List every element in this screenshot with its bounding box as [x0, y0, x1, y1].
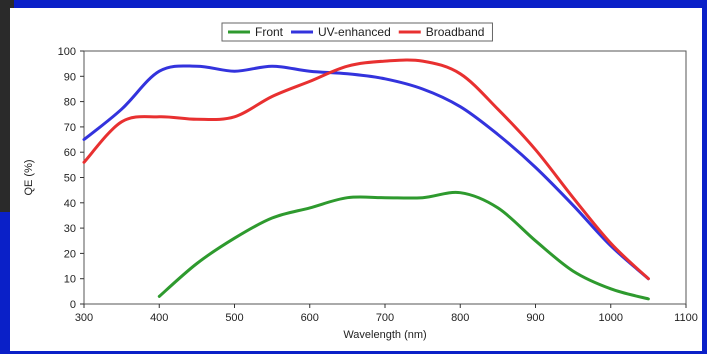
y-tick-label: 70: [64, 122, 76, 134]
x-tick-label: 900: [526, 312, 544, 324]
legend-label-front: Front: [255, 25, 284, 39]
legend: Front UV-enhanced Broadband: [222, 23, 492, 41]
plot-area: [84, 51, 686, 304]
y-tick-label: 30: [64, 223, 76, 235]
chart-panel: 300 400 500 600 700 800 900 1000 1100 0 10 20 30 40 50…: [10, 8, 702, 351]
y-tick-label: 20: [64, 248, 76, 260]
qe-chart: 300 400 500 600 700 800 900 1000 1100 0 10 20 30 40 50…: [10, 8, 702, 351]
y-axis-title: QE (%): [23, 159, 35, 195]
x-tick-label: 800: [451, 312, 469, 324]
y-tick-label: 60: [64, 147, 76, 159]
x-tick-label: 1100: [674, 312, 698, 324]
x-tick-label: 700: [376, 312, 394, 324]
legend-label-broadband: Broadband: [426, 25, 485, 39]
x-tick-label: 1000: [599, 312, 623, 324]
axes: [80, 51, 686, 308]
y-tick-label: 40: [64, 198, 76, 210]
x-axis-title: Wavelength (nm): [343, 329, 426, 341]
y-tick-label: 0: [70, 299, 76, 311]
y-tick-label: 50: [64, 173, 76, 185]
y-tick-label: 10: [64, 274, 76, 286]
x-tick-label: 600: [301, 312, 319, 324]
y-tick-label: 90: [64, 71, 76, 83]
x-tick-label: 300: [75, 312, 93, 324]
x-tick-label: 400: [150, 312, 168, 324]
legend-label-uv-enhanced: UV-enhanced: [318, 25, 391, 39]
x-tick-label: 500: [225, 312, 243, 324]
y-tick-label: 100: [58, 46, 76, 58]
y-tick-label: 80: [64, 97, 76, 109]
